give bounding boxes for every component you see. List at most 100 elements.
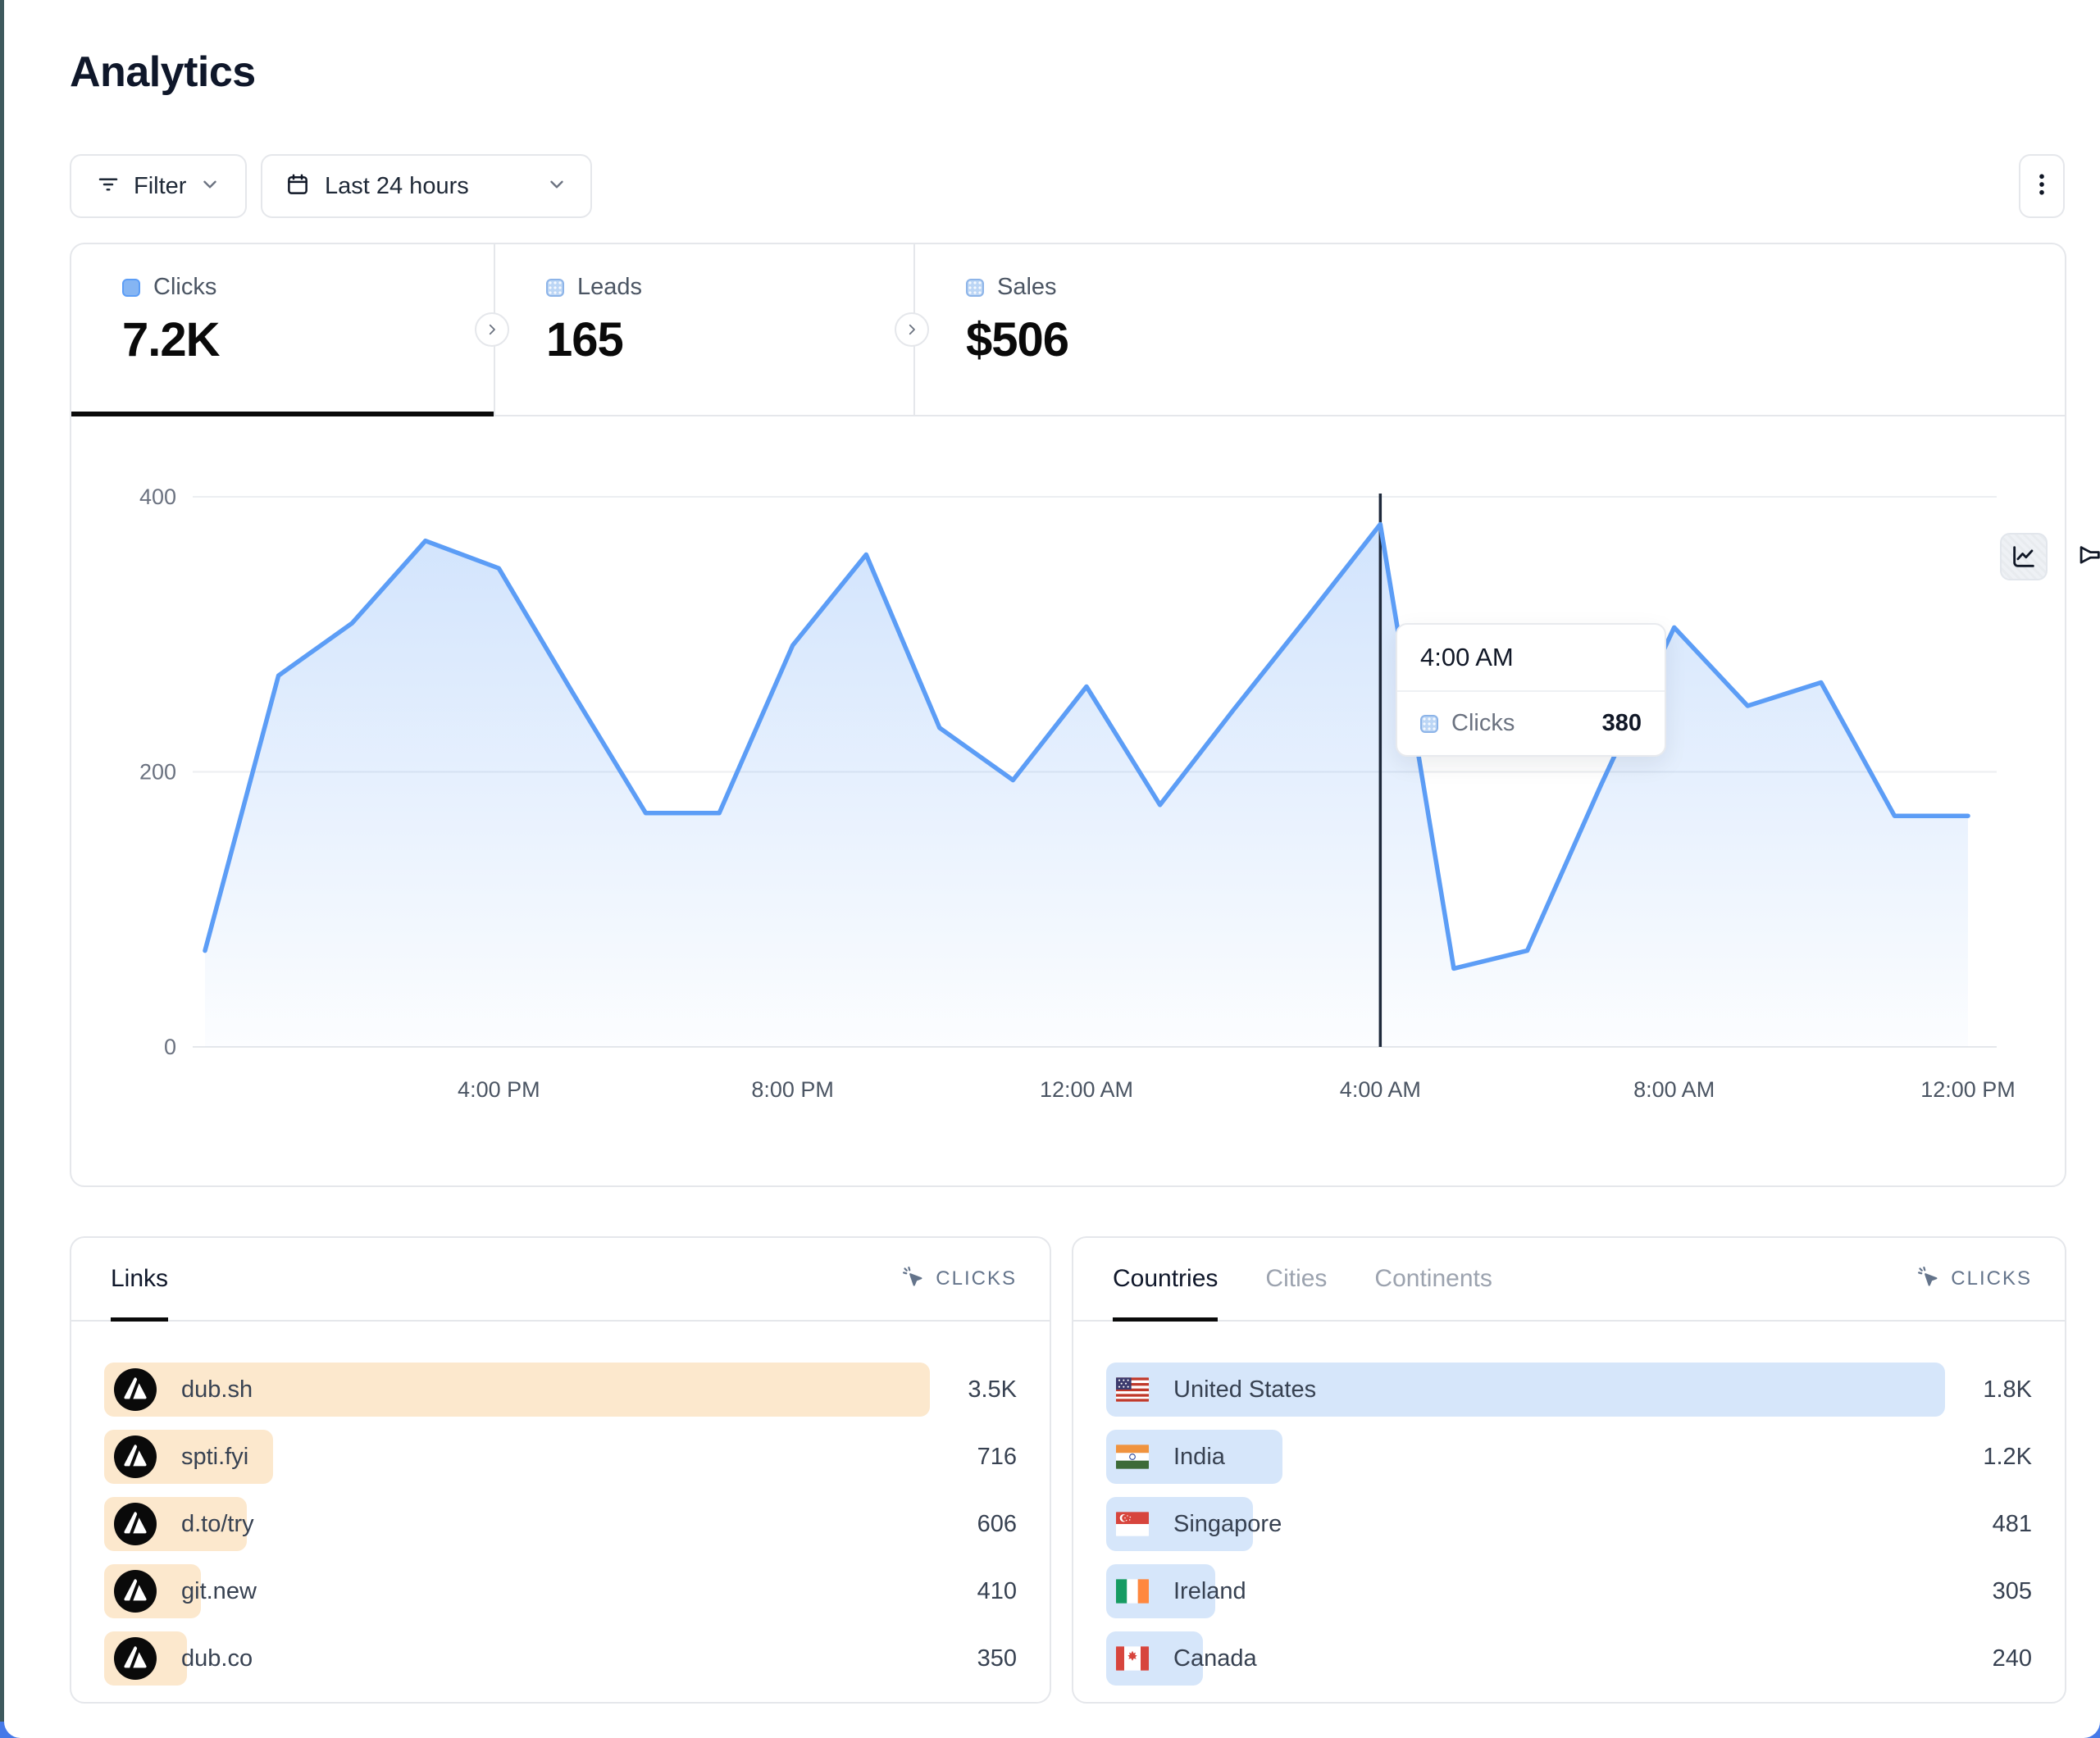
- clicks-count: 305: [1992, 1577, 2032, 1604]
- link-label: git.new: [181, 1577, 257, 1604]
- sales-legend-square: [966, 278, 984, 297]
- links-list: dub.sh 3.5K spti.fyi 716 d.to/try 606 git.new 4…: [71, 1322, 1050, 1686]
- clicks-series-line: [203, 521, 1970, 971]
- link-row[interactable]: d.to/try 606: [104, 1497, 1017, 1551]
- dub-logo-avatar: [114, 1503, 157, 1545]
- more-options-button[interactable]: [2019, 154, 2065, 218]
- tab-continents-label: Continents: [1374, 1265, 1492, 1292]
- country-label: Ireland: [1173, 1577, 1246, 1604]
- country-row[interactable]: United States 1.8K: [1106, 1363, 2032, 1417]
- tab-links-label: Links: [111, 1265, 169, 1292]
- tooltip-legend-square: [1420, 714, 1438, 733]
- us-flag-icon: [1116, 1372, 1149, 1407]
- country-row[interactable]: Singapore 481: [1106, 1497, 2032, 1551]
- clicks-count: 1.2K: [1983, 1443, 2032, 1470]
- filter-button-label: Filter: [134, 172, 187, 199]
- funnel-view-button[interactable]: [2066, 533, 2100, 580]
- tab-continents[interactable]: Continents: [1374, 1238, 1492, 1320]
- value-bar: [104, 1363, 930, 1417]
- clicks-value: 7.2K: [122, 313, 221, 366]
- clicks-legend-square: [122, 278, 140, 297]
- dub-logo-avatar: [114, 1637, 157, 1680]
- active-tab-underline: [71, 412, 494, 416]
- dub-logo-avatar: [114, 1570, 157, 1613]
- link-label: spti.fyi: [181, 1443, 249, 1470]
- country-row[interactable]: Ireland 305: [1106, 1564, 2032, 1618]
- expand-clicks-button[interactable]: [475, 312, 509, 347]
- clicks-count: 350: [977, 1645, 1017, 1672]
- x-axis-tick: 12:00 PM: [1920, 1077, 2016, 1102]
- tab-links[interactable]: Links: [111, 1238, 169, 1322]
- country-label: Singapore: [1173, 1510, 1282, 1537]
- x-axis-tick: 12:00 AM: [1040, 1077, 1133, 1102]
- page-background-bottom-mask: [4, 1722, 2100, 1738]
- countries-panel: Countries Cities Continents CLICKS: [1072, 1236, 2066, 1704]
- x-axis-tick: 4:00 AM: [1340, 1077, 1421, 1102]
- y-axis-tick: 400: [139, 485, 176, 509]
- chart-view-toggle: [2000, 533, 2100, 580]
- link-label: d.to/try: [181, 1510, 254, 1537]
- x-axis-tick: 8:00 AM: [1633, 1077, 1715, 1102]
- filter-icon: [96, 172, 121, 201]
- link-label: dub.co: [181, 1645, 253, 1672]
- chart-tooltip: 4:00 AM Clicks 380: [1396, 623, 1666, 757]
- cursor-click-icon: [1916, 1265, 1941, 1294]
- tooltip-time: 4:00 AM: [1397, 625, 1665, 692]
- links-metric-selector[interactable]: CLICKS: [901, 1265, 1017, 1294]
- tab-clicks[interactable]: Clicks 7.2K: [71, 244, 494, 416]
- link-label: dub.sh: [181, 1376, 253, 1403]
- date-range-label: Last 24 hours: [325, 172, 469, 199]
- filter-button[interactable]: Filter: [70, 154, 248, 218]
- x-axis-tick: 4:00 PM: [458, 1077, 540, 1102]
- tab-cities[interactable]: Cities: [1265, 1238, 1327, 1320]
- clicks-count: 716: [977, 1443, 1017, 1470]
- clicks-count: 481: [1992, 1510, 2032, 1537]
- y-axis-tick: 0: [164, 1035, 176, 1059]
- in-flag-icon: [1116, 1440, 1149, 1474]
- leads-value: 165: [546, 313, 624, 366]
- country-row[interactable]: India 1.2K: [1106, 1430, 2032, 1484]
- dub-logo-avatar: [114, 1435, 157, 1478]
- page-edge-strip: [0, 0, 4, 1738]
- clicks-count: 240: [1992, 1645, 2032, 1672]
- country-row[interactable]: Canada 240: [1106, 1631, 2032, 1686]
- value-bar: [1106, 1363, 1945, 1417]
- ca-flag-icon: [1116, 1641, 1149, 1676]
- leads-legend-square: [546, 278, 564, 297]
- link-row[interactable]: dub.sh 3.5K: [104, 1363, 1017, 1417]
- sg-flag-icon: [1116, 1507, 1149, 1541]
- clicks-count: 1.8K: [1983, 1376, 2032, 1403]
- links-panel: Links CLICKS dub.sh 3.5K spti.fyi 716 d.to/t…: [70, 1236, 1051, 1704]
- countries-metric-selector[interactable]: CLICKS: [1916, 1265, 2032, 1294]
- leads-label: Leads: [577, 274, 643, 300]
- sales-label: Sales: [997, 274, 1057, 300]
- line-chart-view-button[interactable]: [2000, 533, 2048, 580]
- country-label: United States: [1173, 1376, 1317, 1403]
- cursor-click-icon: [901, 1265, 926, 1294]
- clicks-label: Clicks: [153, 274, 217, 300]
- expand-leads-button[interactable]: [895, 312, 929, 347]
- tooltip-value: 380: [1601, 710, 1642, 736]
- ie-flag-icon: [1116, 1574, 1149, 1608]
- country-label: India: [1173, 1443, 1225, 1470]
- stats-row: Clicks 7.2K Leads 165 Sales $506: [71, 244, 2065, 416]
- chevron-down-icon: [546, 174, 567, 199]
- date-range-button[interactable]: Last 24 hours: [261, 154, 592, 218]
- tab-leads[interactable]: Leads 165: [494, 244, 913, 415]
- tab-countries[interactable]: Countries: [1113, 1238, 1219, 1322]
- chevron-down-icon: [199, 174, 221, 199]
- clicks-count: 606: [977, 1510, 1017, 1537]
- link-row[interactable]: dub.co 350: [104, 1631, 1017, 1686]
- link-row[interactable]: spti.fyi 716: [104, 1430, 1017, 1484]
- tooltip-series-label: Clicks: [1451, 710, 1515, 736]
- sales-value: $506: [966, 313, 1069, 366]
- tab-cities-label: Cities: [1265, 1265, 1328, 1292]
- countries-metric-label: CLICKS: [1951, 1267, 2032, 1290]
- link-row[interactable]: git.new 410: [104, 1564, 1017, 1618]
- kebab-menu-icon: [2031, 171, 2052, 202]
- page-title: Analytics: [70, 48, 256, 96]
- dub-logo-avatar: [114, 1368, 157, 1411]
- country-label: Canada: [1173, 1645, 1257, 1672]
